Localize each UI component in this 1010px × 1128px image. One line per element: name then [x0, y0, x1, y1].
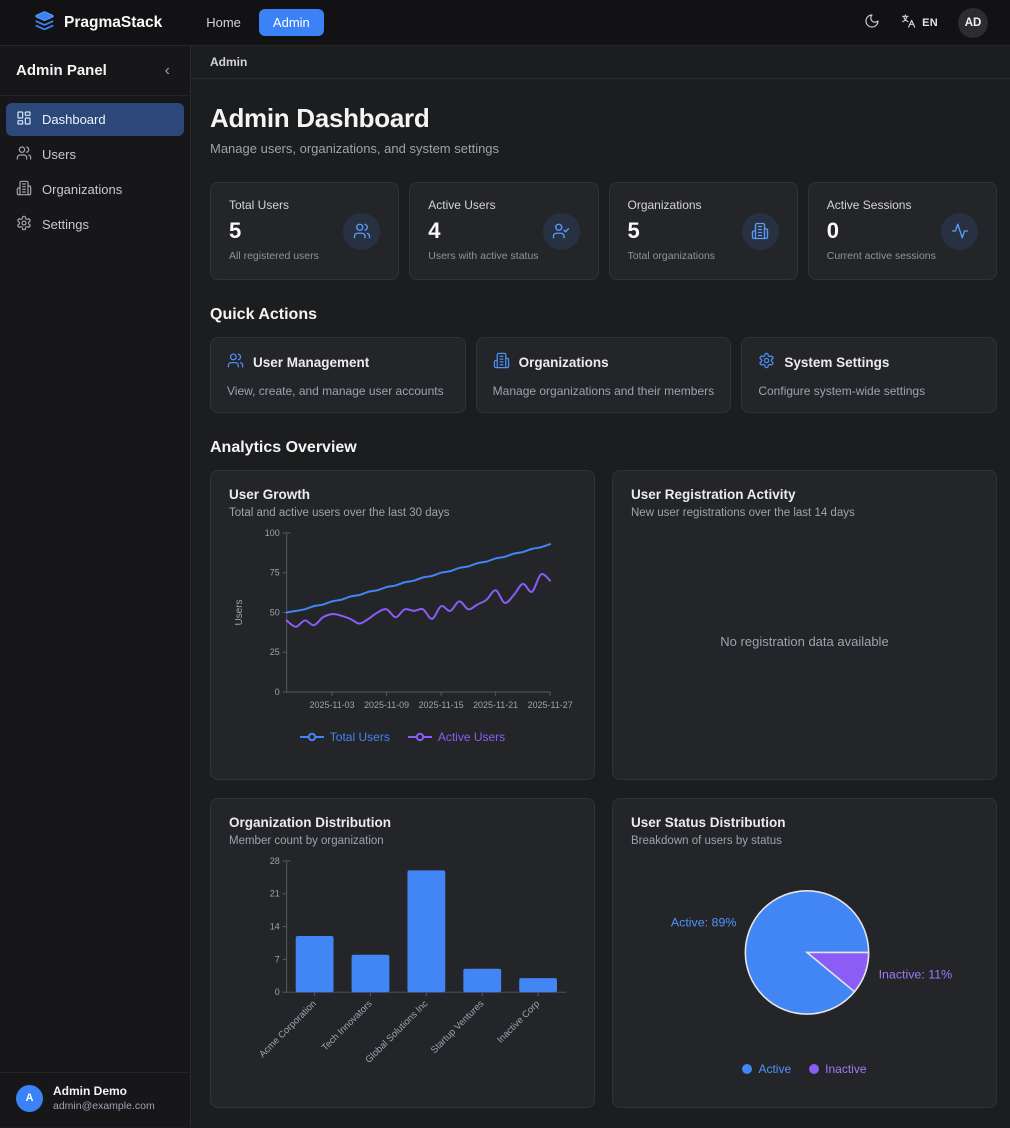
stat-value: 0	[826, 218, 839, 243]
user-status-pie-chart: Active: 89% Inactive: 11%	[671, 889, 953, 1015]
main-area: Admin Admin Dashboard Manage users, orga…	[191, 46, 1010, 1127]
svg-text:Active: 89%: Active: 89%	[671, 916, 737, 930]
stat-value: 5	[627, 218, 640, 243]
sidebar-item-dashboard[interactable]: Dashboard	[6, 103, 184, 136]
sidebar-item-users[interactable]: Users	[6, 138, 184, 171]
user-check-icon	[542, 212, 580, 250]
stat-card-active-sessions: Active Sessions 0 Current active session…	[807, 182, 997, 280]
sidebar-user-panel[interactable]: A Admin Demo admin@example.com	[0, 1072, 190, 1127]
nav-link-home[interactable]: Home	[198, 9, 249, 36]
sidebar-nav: Dashboard Users Organizations	[0, 96, 190, 248]
legend-item[interactable]: Active	[742, 1062, 791, 1076]
svg-text:2025-11-21: 2025-11-21	[473, 700, 518, 710]
page-title: Admin Dashboard	[210, 103, 430, 133]
svg-text:0: 0	[275, 987, 280, 997]
users-icon	[16, 145, 32, 164]
svg-text:Acme Corporation: Acme Corporation	[257, 998, 319, 1060]
sidebar-item-settings[interactable]: Settings	[6, 208, 184, 241]
settings-icon	[16, 215, 32, 234]
dashboard-icon	[16, 110, 32, 129]
page-content: Admin Dashboard Manage users, organizati…	[191, 79, 1010, 1127]
layers-logo-icon	[34, 10, 55, 36]
user-status-legend: Active Inactive	[631, 1062, 978, 1076]
nav-link-admin[interactable]: Admin	[258, 9, 324, 36]
sidebar-item-organizations[interactable]: Organizations	[6, 173, 184, 206]
user-avatar-button[interactable]: AD	[958, 7, 988, 38]
stat-value: 5	[229, 218, 242, 243]
svg-text:2025-11-15: 2025-11-15	[419, 700, 464, 710]
user-email: admin@example.com	[53, 1100, 155, 1112]
svg-text:Users: Users	[234, 599, 245, 625]
page-subtitle: Manage users, organizations, and system …	[210, 141, 500, 156]
legend-item[interactable]: Active Users	[407, 730, 505, 744]
sidebar-title: Admin Panel	[16, 62, 107, 79]
building-icon	[741, 212, 779, 250]
svg-text:100: 100	[265, 528, 280, 538]
brand[interactable]: PragmaStack	[34, 10, 162, 36]
svg-text:Global Solutions Inc: Global Solutions Inc	[363, 998, 430, 1065]
nav-links: Home Admin	[198, 9, 324, 36]
language-switcher[interactable]: EN	[900, 13, 938, 32]
svg-text:2025-11-09: 2025-11-09	[364, 700, 409, 710]
quick-action-user-management[interactable]: User Management View, create, and manage…	[210, 337, 466, 413]
quick-actions-heading: Quick Actions	[210, 306, 317, 323]
registration-activity-card: User Registration Activity New user regi…	[612, 470, 997, 780]
organization-bar-chart: 0 7 14 21 28 Acme Corporation Tech InnovatorsG…	[257, 856, 567, 1066]
svg-text:Startup Ventures: Startup Ventures	[429, 998, 487, 1056]
svg-text:2025-11-27: 2025-11-27	[528, 700, 573, 710]
theme-toggle-button[interactable]	[864, 13, 880, 32]
building-icon	[493, 352, 510, 372]
quick-action-organizations[interactable]: Organizations Manage organizations and t…	[475, 337, 732, 413]
user-initial-avatar: A	[16, 1084, 43, 1112]
svg-text:50: 50	[270, 607, 280, 617]
top-navbar: PragmaStack Home Admin EN AD	[0, 0, 1010, 46]
language-label: EN	[922, 16, 938, 29]
svg-text:Tech Innovators: Tech Innovators	[320, 998, 375, 1053]
breadcrumb-bar: Admin	[191, 46, 1010, 79]
svg-text:75: 75	[270, 568, 280, 578]
user-growth-legend: Total Users Active Users	[229, 730, 576, 744]
svg-text:21: 21	[270, 889, 280, 899]
user-growth-card: User Growth Total and active users over …	[210, 470, 595, 780]
stat-card-total-users: Total Users 5 All registered users	[210, 182, 400, 280]
svg-text:Inactive Corp: Inactive Corp	[495, 998, 542, 1045]
organizations-icon	[16, 180, 32, 199]
stat-cards: Total Users 5 All registered users Activ…	[210, 182, 997, 280]
svg-text:28: 28	[270, 856, 280, 866]
sidebar: Admin Panel ‹ Dashboard Users	[0, 46, 191, 1127]
translate-icon	[900, 13, 916, 32]
user-growth-line-chart: 0 25 50 75 100 2025-11-03 2025-11-09 2025-11-15…	[234, 528, 573, 710]
svg-text:14: 14	[270, 922, 280, 932]
moon-icon	[864, 13, 880, 32]
legend-item[interactable]: Inactive	[809, 1062, 867, 1076]
stat-value: 4	[428, 218, 441, 243]
user-name: Admin Demo	[53, 1084, 128, 1098]
analytics-charts: User Growth Total and active users over …	[210, 470, 997, 1108]
analytics-heading: Analytics Overview	[210, 439, 357, 456]
svg-text:7: 7	[275, 954, 280, 964]
user-status-card: User Status Distribution Breakdown of us…	[612, 798, 997, 1108]
stat-card-organizations: Organizations 5 Total organizations	[608, 182, 798, 280]
svg-text:2025-11-03: 2025-11-03	[310, 700, 355, 710]
sidebar-collapse-button[interactable]: ‹	[159, 61, 176, 81]
stat-card-active-users: Active Users 4 Users with active status	[409, 182, 599, 280]
organization-distribution-card: Organization Distribution Member count b…	[210, 798, 595, 1108]
breadcrumb[interactable]: Admin	[210, 55, 248, 69]
gear-icon	[758, 352, 775, 372]
svg-text:Inactive: 11%: Inactive: 11%	[879, 967, 953, 981]
svg-text:0: 0	[275, 687, 280, 697]
users-icon	[227, 352, 244, 372]
brand-name: PragmaStack	[64, 13, 163, 31]
quick-actions: User Management View, create, and manage…	[210, 337, 998, 413]
users-icon	[343, 212, 381, 250]
svg-text:25: 25	[270, 647, 280, 657]
legend-item[interactable]: Total Users	[299, 730, 390, 744]
activity-icon	[941, 212, 978, 250]
quick-action-system-settings[interactable]: System Settings Configure system-wide se…	[741, 337, 998, 413]
empty-state-message: No registration data available	[720, 633, 889, 649]
